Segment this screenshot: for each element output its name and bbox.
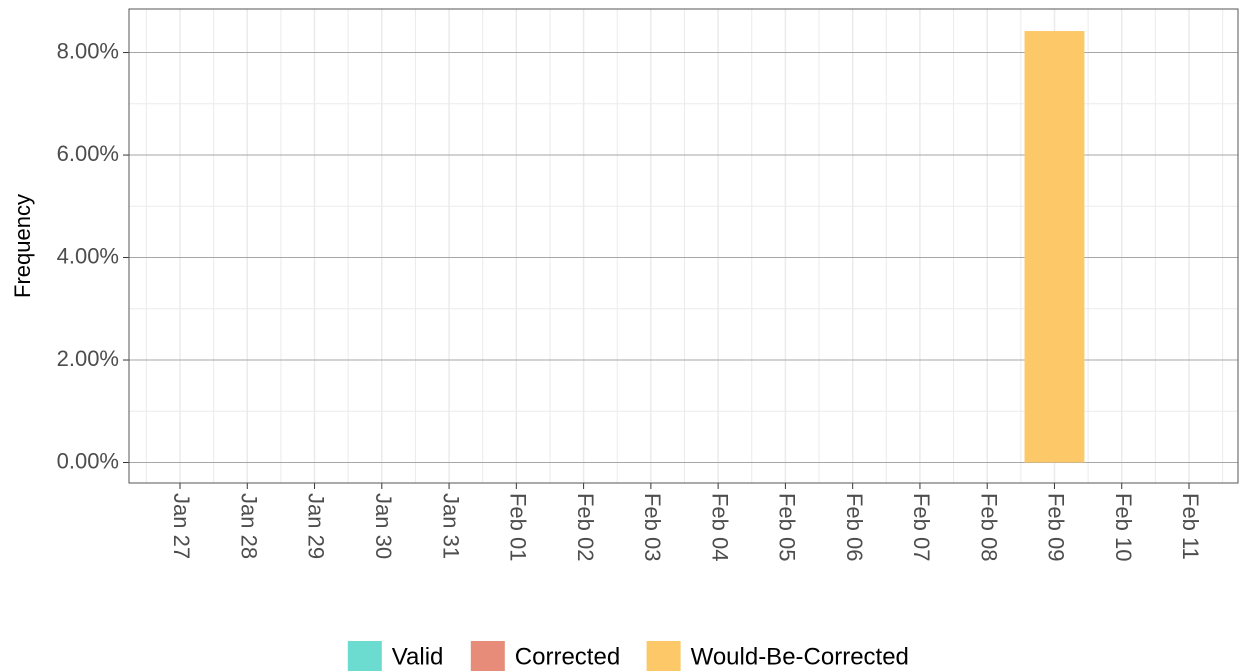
y-tick-label: 6.00% (57, 141, 119, 166)
y-tick-label: 0.00% (57, 448, 119, 473)
x-tick-label: Jan 29 (304, 493, 329, 559)
x-tick-label: Feb 03 (640, 493, 665, 562)
x-tick-label: Feb 07 (909, 493, 934, 562)
x-tick-label: Feb 10 (1111, 493, 1136, 562)
x-tick-label: Feb 08 (976, 493, 1001, 561)
x-tick-label: Feb 06 (842, 493, 867, 562)
legend-label: Would-Be-Corrected (691, 643, 909, 670)
x-tick-label: Feb 09 (1044, 493, 1069, 562)
legend-swatch (347, 641, 382, 671)
y-tick-label: 2.00% (57, 346, 119, 371)
x-tick-label: Feb 02 (573, 493, 598, 562)
x-tick-label: Jan 30 (371, 493, 396, 559)
x-tick-label: Feb 04 (707, 493, 732, 562)
x-tick-label: Jan 27 (169, 493, 194, 559)
legend-swatch (646, 641, 681, 671)
x-tick-label: Jan 31 (438, 493, 463, 559)
y-tick-label: 8.00% (57, 38, 119, 63)
x-tick-label: Jan 28 (236, 493, 261, 559)
legend-swatch (470, 641, 505, 671)
x-tick-label: Feb 01 (506, 493, 531, 562)
legend-label: Corrected (515, 643, 620, 670)
x-tick-label: Feb 11 (1178, 493, 1203, 560)
legend-label: Valid (392, 643, 444, 670)
plot-border (128, 8, 1239, 484)
y-axis-label: Frequency (10, 194, 35, 298)
bar (1024, 31, 1085, 463)
x-tick-label: Feb 05 (775, 493, 800, 562)
y-tick-label: 4.00% (57, 243, 119, 268)
